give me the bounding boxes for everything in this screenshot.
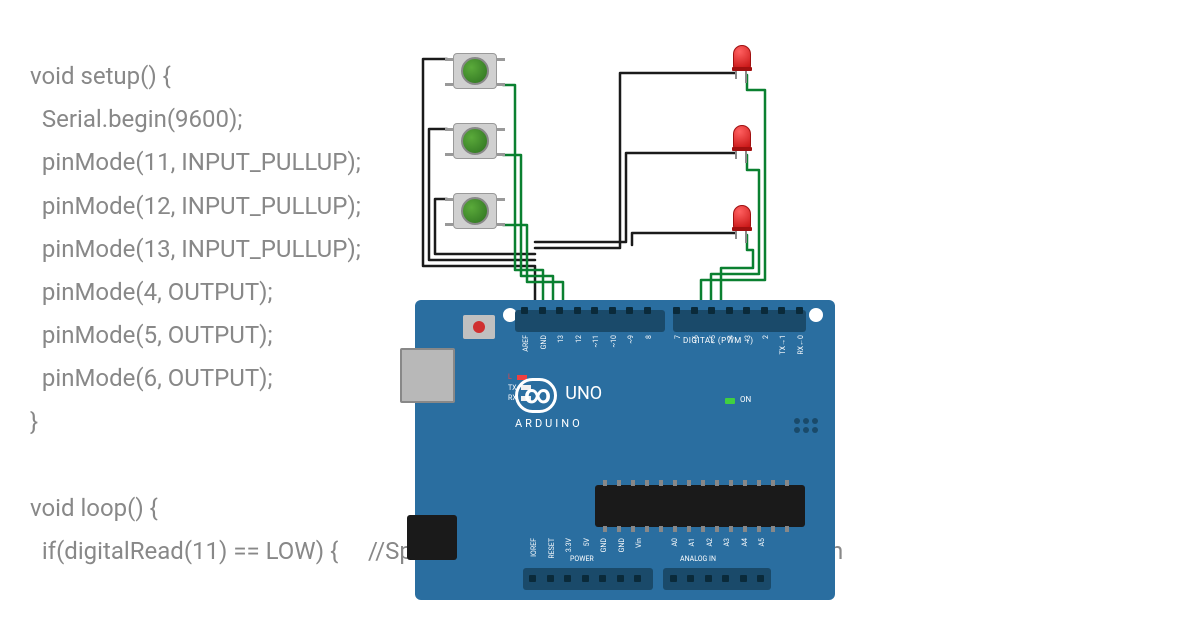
code-line: } — [30, 408, 38, 436]
power-label: POWER — [570, 555, 594, 563]
arduino-logo: ∞UNO ARDUINO — [515, 378, 602, 430]
led-3 — [730, 205, 754, 239]
code-line: pinMode(13, INPUT_PULLUP); — [30, 235, 361, 263]
push-button-1[interactable] — [445, 50, 505, 92]
push-button-2[interactable] — [445, 120, 505, 162]
header-top-left — [515, 310, 665, 332]
code-line: pinMode(5, OUTPUT); — [30, 321, 273, 349]
power-jack — [407, 515, 457, 560]
code-line: pinMode(4, OUTPUT); — [30, 278, 273, 306]
led-2 — [730, 125, 754, 159]
code-line: pinMode(6, OUTPUT); — [30, 364, 273, 392]
code-line: void setup() { — [30, 62, 171, 90]
circuit-diagram: DIGITAL (PWM ~) ANALOG IN POWER L TX RX … — [395, 45, 935, 615]
code-line: pinMode(12, INPUT_PULLUP); — [30, 192, 361, 220]
on-label: ON — [740, 395, 751, 404]
push-button-3[interactable] — [445, 190, 505, 232]
atmega-chip — [595, 485, 805, 527]
icsp-header — [794, 418, 820, 436]
code-line: pinMode(11, INPUT_PULLUP); — [30, 148, 361, 176]
usb-port — [400, 348, 455, 403]
analog-label: ANALOG IN — [680, 555, 716, 563]
on-led — [725, 398, 735, 404]
led-1 — [730, 45, 754, 79]
code-line: Serial.begin(9600); — [30, 105, 242, 133]
code-line: void loop() { — [30, 494, 158, 522]
reset-button[interactable] — [463, 315, 495, 339]
header-bottom-right — [663, 568, 771, 590]
arduino-board: DIGITAL (PWM ~) ANALOG IN POWER L TX RX … — [415, 300, 835, 600]
